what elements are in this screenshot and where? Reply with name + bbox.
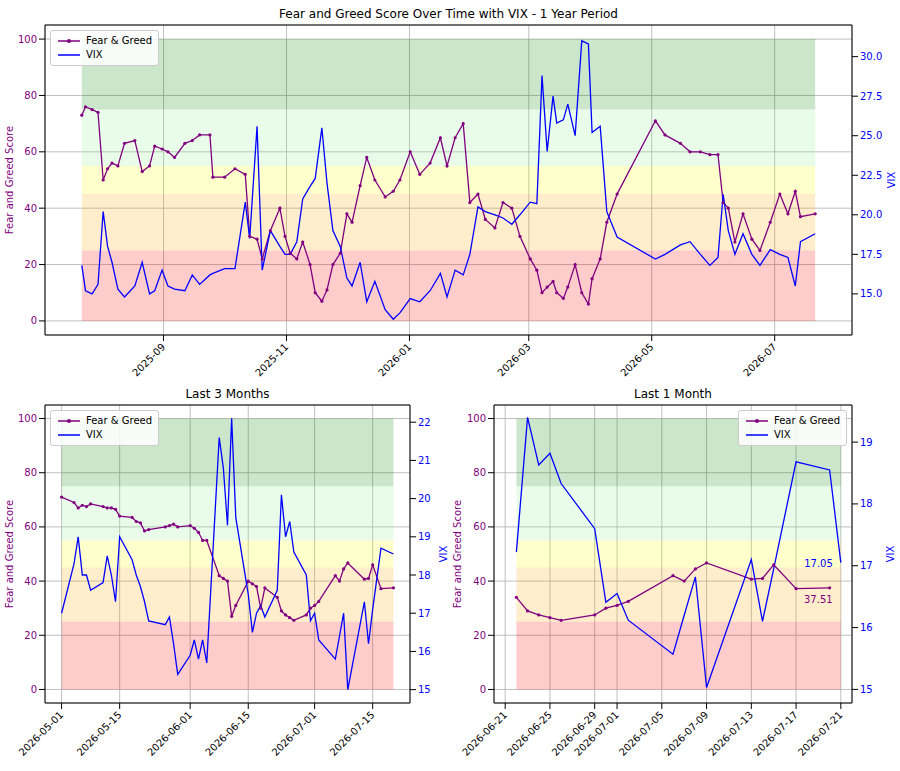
svg-text:2026-05-01: 2026-05-01: [17, 709, 66, 758]
svg-text:2026-07-09: 2026-07-09: [662, 709, 711, 758]
svg-text:0: 0: [480, 684, 486, 695]
svg-text:40: 40: [24, 203, 37, 214]
svg-text:17.05: 17.05: [804, 558, 833, 569]
html-text:Fear and Greed Score Over Time: Fear and Greed Score Over Time with VIX …: [279, 7, 618, 21]
svg-text:60: 60: [24, 521, 37, 532]
svg-text:19: 19: [418, 531, 431, 542]
svg-text:27.5: 27.5: [860, 91, 882, 102]
html-text:Fear and Greed Score: Fear and Greed Score: [451, 499, 463, 609]
svg-text:60: 60: [473, 521, 486, 532]
svg-text:37.51: 37.51: [804, 594, 833, 605]
svg-text:0: 0: [31, 684, 37, 695]
svg-text:2026-06-01: 2026-06-01: [145, 709, 194, 758]
html-text:Fear & Greed: Fear & Greed: [86, 415, 152, 426]
html-text:Last 3 Months: Last 3 Months: [185, 387, 270, 401]
svg-text:17: 17: [418, 608, 431, 619]
svg-text:15.0: 15.0: [860, 288, 882, 299]
svg-text:20: 20: [418, 493, 431, 504]
svg-text:2026-05-15: 2026-05-15: [75, 709, 124, 758]
svg-text:18: 18: [860, 498, 873, 509]
svg-text:100: 100: [18, 34, 37, 45]
svg-text:16: 16: [418, 646, 431, 657]
html-text:VIX: VIX: [86, 49, 103, 60]
svg-text:19: 19: [860, 437, 873, 448]
svg-text:2026-07-01: 2026-07-01: [270, 709, 319, 758]
svg-text:20.0: 20.0: [860, 209, 882, 220]
svg-text:20: 20: [473, 630, 486, 641]
svg-text:20: 20: [24, 259, 37, 270]
svg-text:80: 80: [473, 467, 486, 478]
svg-text:2025-11: 2025-11: [253, 341, 290, 378]
svg-text:2026-07-13: 2026-07-13: [706, 709, 755, 758]
html-text:VIX: VIX: [885, 171, 897, 189]
html-text:Fear and Greed Score: Fear and Greed Score: [3, 125, 15, 235]
html-text:VIX: VIX: [86, 429, 103, 440]
svg-text:40: 40: [473, 576, 486, 587]
svg-text:40: 40: [24, 576, 37, 587]
svg-text:2026-06-15: 2026-06-15: [203, 709, 252, 758]
svg-text:2026-03: 2026-03: [495, 341, 532, 378]
svg-text:0: 0: [31, 315, 37, 326]
svg-text:30.0: 30.0: [860, 51, 882, 62]
svg-text:20: 20: [24, 630, 37, 641]
svg-text:2026-07-05: 2026-07-05: [617, 709, 666, 758]
svg-text:100: 100: [18, 413, 37, 424]
svg-text:2026-07-15: 2026-07-15: [328, 709, 377, 758]
svg-text:2026-07-17: 2026-07-17: [751, 709, 800, 758]
svg-text:15: 15: [418, 684, 431, 695]
html-text:VIX: VIX: [774, 429, 791, 440]
svg-text:2026-07-21: 2026-07-21: [796, 709, 845, 758]
svg-text:22.5: 22.5: [860, 170, 882, 181]
svg-text:80: 80: [24, 90, 37, 101]
svg-text:17.5: 17.5: [860, 249, 882, 260]
html-text:VIX: VIX: [437, 545, 449, 563]
svg-text:2025-09: 2025-09: [130, 341, 167, 378]
svg-text:2026-07: 2026-07: [741, 341, 778, 378]
svg-text:15: 15: [860, 684, 873, 695]
svg-text:2026-06-21: 2026-06-21: [460, 709, 509, 758]
svg-text:2026-05: 2026-05: [618, 341, 655, 378]
svg-text:18: 18: [418, 570, 431, 581]
svg-text:100: 100: [467, 413, 486, 424]
html-text:VIX: VIX: [884, 545, 896, 563]
svg-text:16: 16: [860, 622, 873, 633]
html-text:Fear and Greed Score: Fear and Greed Score: [3, 499, 15, 609]
svg-text:2026-07-01: 2026-07-01: [572, 709, 621, 758]
svg-text:21: 21: [418, 455, 431, 466]
svg-text:2026-06-29: 2026-06-29: [549, 709, 599, 758]
html-text:Fear & Greed: Fear & Greed: [774, 415, 840, 426]
svg-text:80: 80: [24, 467, 37, 478]
svg-text:22: 22: [418, 417, 431, 428]
html-text:Last 1 Month: Last 1 Month: [634, 387, 712, 401]
svg-text:60: 60: [24, 146, 37, 157]
svg-text:2026-01: 2026-01: [376, 341, 413, 378]
svg-text:17: 17: [860, 560, 873, 571]
svg-text:25.0: 25.0: [860, 130, 882, 141]
svg-text:2026-06-25: 2026-06-25: [505, 709, 554, 758]
html-text:Fear & Greed: Fear & Greed: [86, 35, 152, 46]
